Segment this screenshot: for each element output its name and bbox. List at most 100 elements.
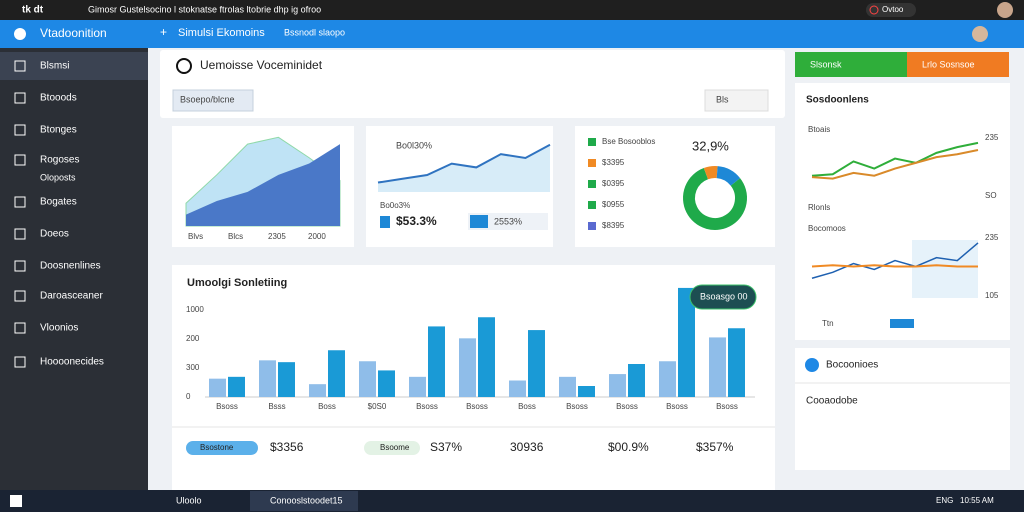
bar [478, 317, 495, 397]
orange-line [811, 149, 979, 180]
nav-icon [14, 356, 26, 368]
nav-item[interactable]: Bogates [40, 197, 77, 208]
add-icon[interactable]: + [160, 25, 167, 39]
nav-item[interactable]: Hoooonecides [40, 357, 104, 368]
sidebar-title: Vtadoonition [40, 26, 107, 40]
legend-bar [890, 319, 914, 328]
bar [228, 376, 245, 397]
bar [428, 326, 445, 397]
nav-icon [14, 322, 26, 334]
nav-item[interactable]: Vloonios [40, 323, 78, 334]
highlight [912, 240, 978, 298]
pill [364, 441, 420, 455]
line-area [378, 144, 550, 192]
legend-swatch [588, 159, 596, 167]
stat: Bsostone [200, 443, 234, 452]
legend-swatch [588, 201, 596, 209]
y-label: 300 [186, 363, 200, 372]
legend-swatch [588, 138, 596, 146]
card [795, 348, 1010, 470]
nav-item[interactable]: Oloposts [40, 172, 76, 182]
x-label: Boss [318, 402, 336, 411]
stat: S37% [430, 440, 462, 454]
nav-icon [14, 60, 26, 72]
bar [628, 364, 645, 397]
bar [609, 374, 626, 397]
donut-segment [703, 166, 718, 180]
filter-label: Bsoepo/blcne [180, 94, 235, 104]
orange-line [811, 264, 978, 268]
menu-button[interactable] [704, 89, 769, 112]
tooltip [689, 284, 757, 310]
stat: $53.3% [396, 214, 437, 228]
nav-item[interactable]: Daroasceaner [40, 291, 103, 302]
bar [209, 378, 226, 397]
legend-swatch [588, 222, 596, 230]
donut-segment [716, 166, 741, 186]
lang: ENG [936, 496, 953, 505]
x-label: Bsss [268, 402, 285, 411]
nav-item[interactable]: Doeos [40, 229, 69, 240]
nav-icon [14, 196, 26, 208]
bar [309, 384, 326, 397]
bar [378, 370, 395, 397]
nav-item[interactable]: Blsmsi [40, 61, 69, 72]
nav-item[interactable]: Doosnenlines [40, 261, 101, 272]
sidebar [0, 20, 148, 490]
start-button[interactable] [10, 495, 22, 507]
legend-label: Bse Bosooblos [602, 137, 655, 146]
header-link[interactable]: Bssnodl slaopo [284, 27, 345, 37]
blue-line [811, 242, 979, 279]
bar [328, 350, 345, 397]
x-label: 2305 [268, 232, 286, 241]
orange-button[interactable] [907, 52, 1009, 77]
stat-icon [380, 216, 390, 228]
y-label: 1000 [186, 305, 204, 314]
nav-item[interactable]: Btooods [40, 93, 77, 104]
nav-icon [14, 154, 26, 166]
top-header [148, 20, 1024, 48]
stat: Bsoome [380, 443, 410, 452]
status-pill[interactable] [866, 3, 916, 17]
filter-button[interactable] [172, 89, 254, 112]
clock: 10:55 AM [960, 496, 994, 505]
bar [509, 380, 526, 397]
nav-item[interactable]: Btonges [40, 125, 77, 136]
note: Bo0o3% [380, 201, 410, 210]
stat2-icon [470, 215, 488, 228]
user-avatar[interactable] [972, 26, 988, 42]
right-card3[interactable]: Cooaodobe [806, 396, 858, 407]
header-title: Simulsi Ekomoins [178, 27, 265, 39]
panel-title: Uemoisse Voceminidet [200, 58, 323, 72]
status: Ovtoo [882, 5, 904, 14]
green-button[interactable] [795, 52, 907, 77]
bar-chart-title: Umoolgi Sonletiing [187, 277, 287, 289]
orange-label: Lrlo Sosnsoe [922, 59, 975, 69]
bar [659, 361, 676, 397]
task-window[interactable] [250, 491, 358, 511]
axis-label: SO [985, 191, 997, 200]
x-label: $0S0 [368, 402, 387, 411]
bar [559, 376, 576, 397]
x-label: Blcs [228, 232, 243, 241]
stat2: 2553% [494, 216, 522, 226]
nav-icon [14, 260, 26, 272]
line-label: Bo0l30% [396, 140, 432, 150]
x-label: Bsoss [566, 402, 588, 411]
right-card2: Bocoonioes [826, 360, 878, 371]
right-card-title: Sosdoonlens [806, 95, 869, 106]
chart-label: Btoais [808, 125, 830, 134]
donut-total: 32,9% [692, 138, 729, 153]
chart-label: Bocomoos [808, 224, 846, 233]
legend-label: $0395 [602, 179, 625, 188]
donut-segment [683, 168, 747, 230]
nav-item[interactable]: Rogoses [40, 155, 79, 166]
bar [728, 328, 745, 397]
axis-label: 235 [985, 133, 999, 142]
x-label: Bsoss [716, 402, 738, 411]
bar [709, 337, 726, 397]
task-app[interactable]: Uloolo [176, 495, 202, 505]
task-window-label: Conooslstoodet15 [270, 495, 343, 505]
avatar[interactable] [997, 2, 1013, 18]
